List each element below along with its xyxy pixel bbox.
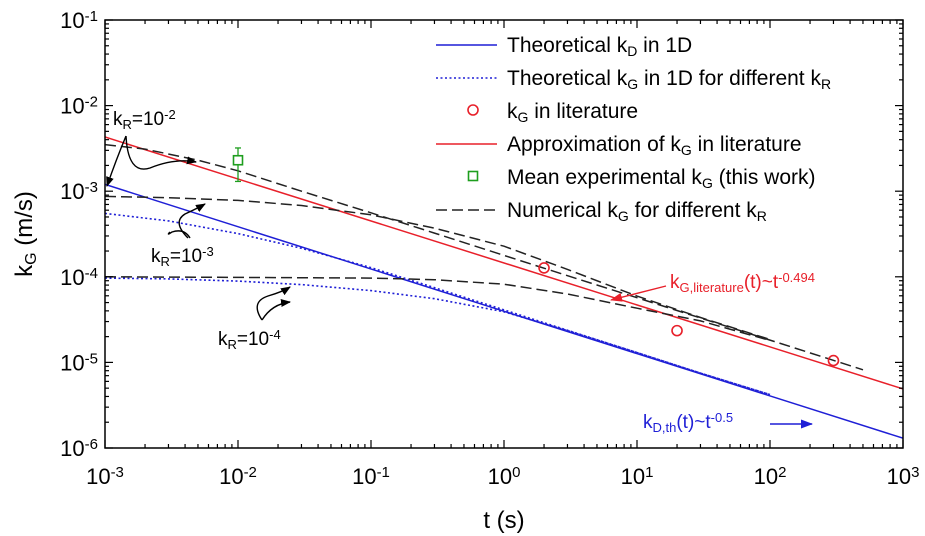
experimental-point-0 (232, 154, 244, 166)
x-tick-label: 102 (754, 464, 787, 489)
x-tick-label: 10-3 (86, 464, 124, 489)
legend-entry-0: Theoretical kD in 1D (436, 34, 692, 59)
legend-entry-3: Approximation of kG in literature (436, 133, 802, 158)
legend-label: Theoretical kG in 1D for different kR (507, 67, 831, 92)
legend-entry-5: Numerical kG for different kR (436, 199, 767, 224)
legend-marker (467, 170, 479, 182)
x-tick-labels: 10-3 10-2 10-1 100 101 102 103 (86, 464, 919, 489)
kr-1e-2-arrow-left (106, 135, 127, 187)
literature-point-0 (538, 262, 550, 274)
series-line-6 (105, 276, 771, 342)
y-tick-label: 10-2 (60, 94, 98, 119)
series-line-1 (105, 212, 771, 396)
series-line-4 (105, 143, 864, 371)
x-tick-label: 100 (488, 464, 521, 489)
legend-entry-4: Mean experimental kG (this work) (467, 166, 816, 191)
literature-point-2 (827, 354, 840, 367)
y-tick-label: 10-1 (60, 8, 98, 33)
annotation-kg-literature-fit: kG,literature(t)~t-0.494 (670, 270, 815, 294)
legend-label: Mean experimental kG (this work) (507, 166, 816, 191)
y-axis-title: kG (m/s) (11, 191, 40, 277)
annotation-kr-1e-3: kR=10-3 (151, 244, 214, 268)
kr-1e-4-curly-connector (256, 286, 291, 321)
legend-marker (467, 104, 479, 116)
points-layer (232, 147, 840, 367)
series-line-5 (105, 195, 771, 341)
annotations: kR=10-2 kR=10-3 kR=10-4 kG,literature(t)~t-… (113, 107, 815, 434)
annotation-kr-1e-4: kR=10-4 (218, 327, 281, 351)
y-tick-label: 10-5 (60, 350, 98, 375)
legend-label: Approximation of kG in literature (507, 133, 802, 158)
legend: Theoretical kD in 1D Theoretical kG in 1D… (436, 34, 831, 224)
kr-1e-3-curly-connector (178, 203, 206, 239)
kr-1e-2-curly-connector (125, 135, 197, 170)
legend-entry-2: kG in literature (467, 100, 638, 125)
x-tick-label: 10-1 (352, 464, 390, 489)
annotation-kd-theory-fit: kD,th(t)~t-0.5 (643, 410, 733, 434)
kr-1e-3-curly-lower (167, 230, 191, 239)
kg-literature-arrow (610, 285, 667, 302)
legend-entry-1: Theoretical kG in 1D for different kR (436, 67, 831, 92)
annotation-arrows (106, 135, 291, 321)
kr-1e-4-curly-lower (261, 299, 291, 321)
y-tick-labels: 10-6 10-5 10-4 10-3 10-2 10-1 (60, 8, 98, 461)
series-line-2 (105, 277, 771, 396)
literature-point-1 (671, 324, 683, 337)
tick-marks (104, 19, 904, 449)
x-axis-title: t (s) (483, 507, 524, 534)
y-tick-label: 10-3 (60, 179, 98, 204)
legend-label: Theoretical kD in 1D (507, 34, 692, 59)
y-tick-label: 10-4 (60, 265, 98, 290)
x-tick-label: 101 (621, 464, 654, 489)
y-tick-label: 10-6 (60, 436, 98, 461)
x-tick-label: 103 (887, 464, 920, 489)
annotation-kr-1e-2: kR=10-2 (113, 107, 176, 131)
x-tick-label: 10-2 (219, 464, 257, 489)
legend-label: Numerical kG for different kR (507, 199, 767, 224)
legend-label: kG in literature (507, 100, 638, 125)
